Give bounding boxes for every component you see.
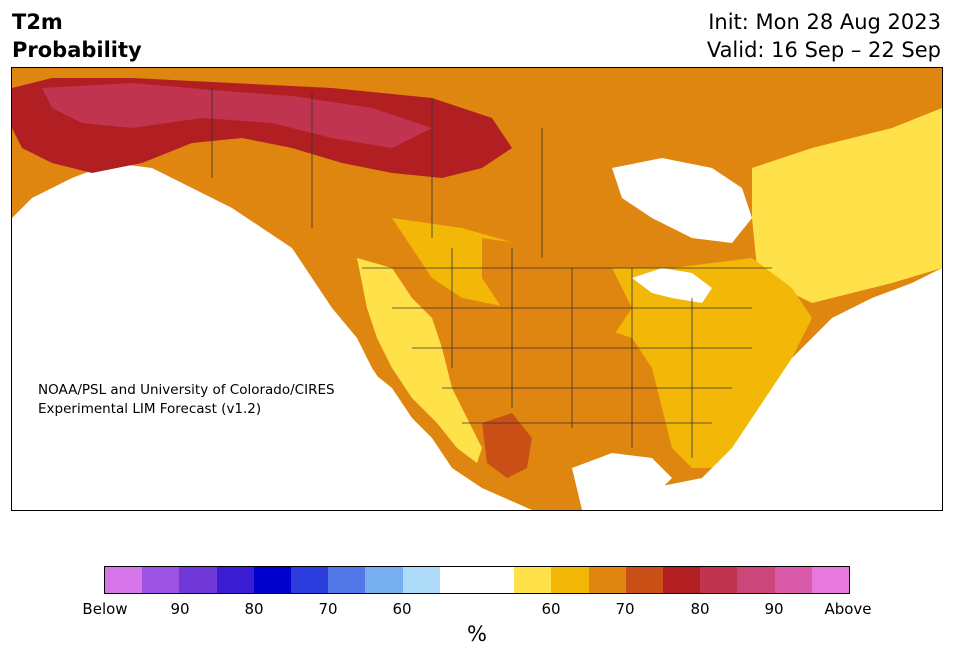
colorbar-cell	[253, 567, 292, 593]
colorbar-tick-label: 80	[690, 600, 710, 618]
region-70-80	[482, 238, 632, 338]
colorbar-tick-label: 90	[170, 600, 190, 618]
colorbar-cell	[439, 567, 478, 593]
colorbar-cell	[663, 567, 701, 593]
forecast-map	[11, 67, 943, 511]
colorbar-tick-label: 70	[615, 600, 635, 618]
credit-line-1: NOAA/PSL and University of Colorado/CIRE…	[38, 382, 335, 398]
title-type: Probability	[12, 38, 142, 62]
colorbar-tick-label: 80	[244, 600, 264, 618]
colorbar-cell	[551, 567, 589, 593]
colorbar-cell	[402, 567, 440, 593]
colorbar-cell	[179, 567, 217, 593]
colorbar-cell	[811, 567, 850, 593]
init-date: Init: Mon 28 Aug 2023	[708, 10, 941, 34]
pacific-ocean	[12, 198, 472, 510]
colorbar-tick-label: Below	[82, 600, 128, 618]
colorbar-tick-label: 70	[318, 600, 338, 618]
atlantic-ocean	[712, 283, 942, 510]
title-variable: T2m	[12, 10, 63, 34]
great-lakes	[632, 268, 712, 303]
colorbar-tick-label: Above	[824, 600, 872, 618]
colorbar-cell	[737, 567, 775, 593]
colorbar-cell	[625, 567, 664, 593]
colorbar-cell	[328, 567, 366, 593]
colorbar-tick-label: 60	[541, 600, 561, 618]
colorbar-cell	[477, 567, 515, 593]
date-block: Init: Mon 28 Aug 2023 Valid: 16 Sep – 22…	[707, 8, 941, 64]
colorbar-cell	[142, 567, 180, 593]
colorbar-cell	[216, 567, 254, 593]
hudson-bay	[612, 158, 752, 243]
colorbar-cell	[105, 567, 143, 593]
colorbar-tick-label: 60	[392, 600, 412, 618]
region-above-60-east	[752, 108, 942, 303]
gulf-of-mexico	[572, 453, 672, 510]
colorbar-cell	[365, 567, 403, 593]
map-svg	[12, 68, 942, 510]
colorbar-cell	[514, 567, 552, 593]
borders	[211, 88, 772, 458]
colorbar-unit: %	[467, 622, 487, 646]
title-block: T2m Probability	[12, 8, 142, 64]
credit-text: NOAA/PSL and University of Colorado/CIRE…	[38, 381, 335, 419]
colorbar-tick-label: 90	[764, 600, 784, 618]
region-above-60-west	[357, 258, 482, 463]
colorbar	[104, 566, 850, 594]
credit-line-2: Experimental LIM Forecast (v1.2)	[38, 401, 262, 417]
colorbar-cell	[291, 567, 329, 593]
colorbar-cell	[774, 567, 812, 593]
valid-range: Valid: 16 Sep – 22 Sep	[706, 38, 941, 62]
colorbar-cell	[700, 567, 738, 593]
region-above-90	[42, 83, 432, 148]
region-above-80-south	[482, 413, 532, 478]
colorbar-cell	[588, 567, 626, 593]
